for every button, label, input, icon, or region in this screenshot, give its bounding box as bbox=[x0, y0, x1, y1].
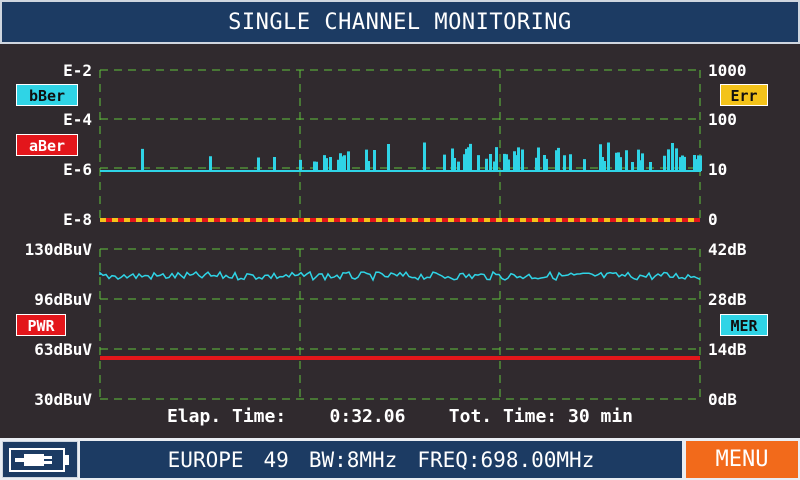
ber-left-tick-1: E-2 bbox=[63, 61, 92, 80]
battery-status bbox=[2, 441, 78, 478]
level-left-tick-2: 96dBuV bbox=[34, 290, 92, 309]
channel-status-bar: EUROPE 49 BW:8MHz FREQ:698.00MHz bbox=[80, 441, 682, 478]
menu-button[interactable]: MENU bbox=[686, 441, 798, 478]
elapsed-label: Elap. Time: bbox=[166, 406, 287, 427]
level-left-tick-4: 30dBuV bbox=[34, 390, 92, 409]
region-label: EUROPE bbox=[167, 447, 244, 472]
elapsed-time-row: Elap. Time: 0:32.06 Tot. Time: 30 min bbox=[0, 406, 800, 427]
level-left-tick-1: 130dBuV bbox=[24, 240, 92, 259]
mer-series-line bbox=[99, 270, 701, 282]
level-grid bbox=[99, 248, 701, 400]
bber-legend-badge: bBer bbox=[16, 84, 78, 106]
err-legend-badge: Err bbox=[720, 84, 768, 106]
bber-series-line bbox=[100, 142, 702, 172]
bandwidth-label: BW:8MHz bbox=[308, 447, 398, 472]
mer-legend-badge: MER bbox=[720, 314, 768, 336]
level-right-tick-3: 14dB bbox=[708, 340, 747, 359]
ber-right-tick-3: 10 bbox=[708, 160, 728, 179]
ber-grid bbox=[99, 69, 701, 220]
ber-left-tick-4: E-8 bbox=[63, 210, 92, 229]
total-value: 30 min bbox=[567, 406, 634, 427]
aber-legend-badge: aBer bbox=[16, 134, 78, 156]
battery-charging-icon bbox=[9, 447, 69, 472]
page-title: SINGLE CHANNEL MONITORING bbox=[0, 0, 800, 44]
ber-left-tick-2: E-4 bbox=[63, 110, 92, 129]
ber-right-tick-4: 0 bbox=[708, 210, 718, 229]
level-right-tick-2: 28dB bbox=[708, 290, 747, 309]
elapsed-value: 0:32.06 bbox=[329, 406, 406, 427]
monitoring-charts bbox=[99, 69, 702, 400]
pwr-legend-badge: PWR bbox=[16, 314, 66, 336]
total-label: Tot. Time: bbox=[448, 406, 558, 427]
ber-left-tick-3: E-6 bbox=[63, 160, 92, 179]
level-right-tick-1: 42dB bbox=[708, 240, 747, 259]
level-right-tick-4: 0dB bbox=[708, 390, 737, 409]
channel-number: 49 bbox=[263, 447, 289, 472]
ber-right-tick-2: 100 bbox=[708, 110, 737, 129]
frequency-label: FREQ:698.00MHz bbox=[417, 447, 595, 472]
ber-right-tick-1: 1000 bbox=[708, 61, 747, 80]
level-left-tick-3: 63dBuV bbox=[34, 340, 92, 359]
